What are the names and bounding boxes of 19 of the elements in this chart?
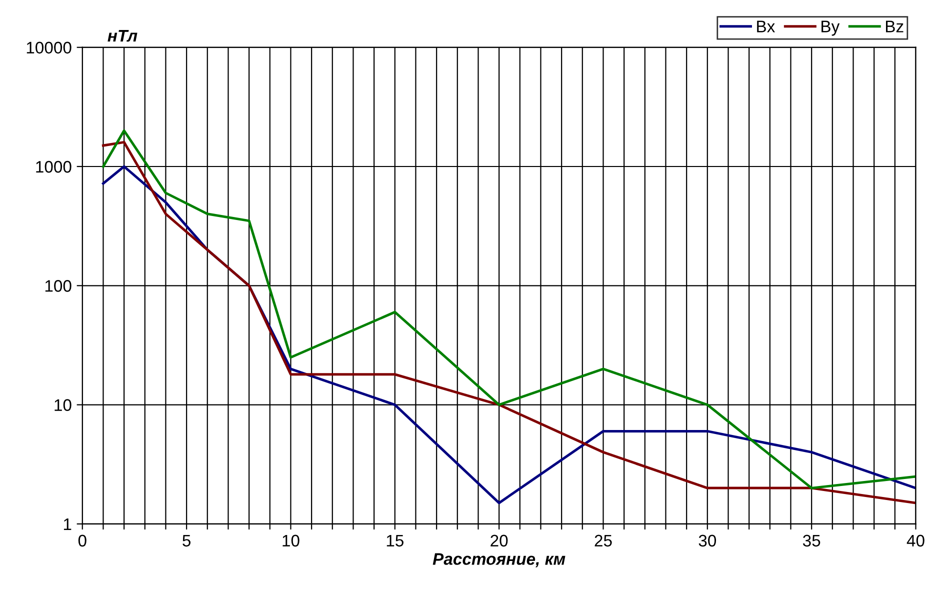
x-tick-label: 35 bbox=[802, 534, 820, 547]
x-tick-label: 0 bbox=[78, 534, 86, 547]
y-tick-label: 10000 bbox=[26, 42, 72, 54]
y-tick-label: 10 bbox=[54, 399, 72, 411]
legend-label: By bbox=[822, 20, 840, 36]
legend-label: Bz bbox=[886, 20, 904, 32]
y-tick-label: 100 bbox=[45, 280, 72, 292]
x-tick-label: 30 bbox=[698, 534, 716, 547]
legend-label: Bx bbox=[757, 20, 775, 32]
x-tick-label: 10 bbox=[282, 534, 300, 547]
x-tick-label: 40 bbox=[906, 534, 924, 547]
x-tick-label: 15 bbox=[386, 534, 404, 547]
y-axis-title: нТл bbox=[108, 30, 138, 42]
y-tick-label: 1000 bbox=[36, 160, 72, 173]
x-tick-label: 25 bbox=[594, 534, 612, 547]
y-tick-label: 1 bbox=[64, 518, 72, 530]
x-tick-label: 5 bbox=[182, 534, 190, 547]
x-tick-label: 20 bbox=[490, 534, 508, 547]
x-axis-title: Расстояние, км bbox=[432, 553, 566, 568]
